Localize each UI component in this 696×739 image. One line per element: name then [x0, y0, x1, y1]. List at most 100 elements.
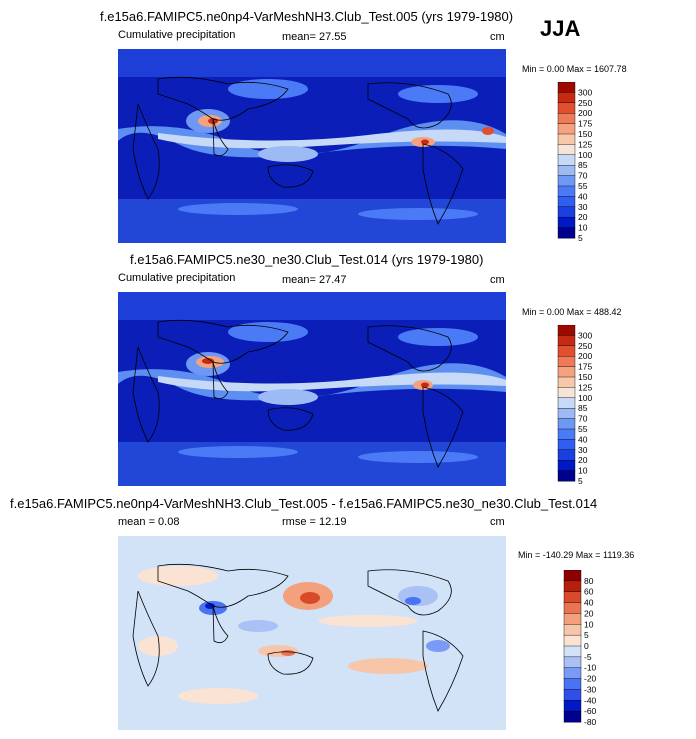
colorbar-tick-label: 175 [578, 119, 592, 129]
colorbar-tick-label: 55 [578, 181, 588, 191]
colorbar-swatch [557, 227, 576, 239]
coastlines [132, 319, 464, 468]
coastlines [132, 563, 464, 712]
colorbar-tick-label: 200 [578, 108, 592, 118]
colorbar-swatch [563, 689, 582, 701]
colorbar-swatch [557, 206, 576, 218]
colorbar-tick-label: 250 [578, 98, 592, 108]
colorbar-swatch [557, 185, 576, 197]
colorbar-swatch [563, 602, 582, 614]
colorbar-tick-label: 10 [584, 619, 594, 629]
colorbar-swatch [563, 710, 582, 723]
colorbar-swatch [557, 216, 576, 229]
colorbar-tick-label: 30 [578, 202, 588, 212]
panel-1-mean-label: mean= 27.55 [282, 31, 347, 43]
colorbar-tick-label: 30 [578, 445, 588, 455]
colorbar-swatch [557, 92, 576, 104]
colorbar-swatch [557, 459, 576, 472]
colorbar-swatch [557, 164, 576, 177]
colorbar-swatch [563, 613, 582, 625]
colorbar-tick-label: 100 [578, 150, 592, 160]
panel-3-minmax: Min = -140.29 Max = 1119.36 [518, 550, 635, 560]
panel-3-mean-label: mean = 0.08 [118, 516, 180, 528]
colorbar-tick-label: 40 [578, 434, 588, 444]
colorbar-tick-label: 150 [578, 129, 592, 139]
colorbar-swatch [557, 123, 576, 135]
colorbar-swatch [557, 428, 576, 440]
colorbar-tick-label: 55 [578, 424, 588, 434]
colorbar-swatches [563, 570, 582, 723]
colorbar-swatch [557, 407, 576, 420]
colorbar-swatch [563, 591, 582, 604]
colorbar-tick-label: 70 [578, 171, 588, 181]
colorbar-tick-label: 5 [578, 233, 583, 243]
colorbar-swatch [557, 439, 576, 451]
colorbar-swatch [563, 634, 582, 647]
colorbar-tick-label: -40 [584, 695, 597, 705]
colorbar-swatch [557, 325, 576, 336]
colorbar-tick-label: 80 [584, 576, 594, 586]
colorbar-swatches [557, 82, 576, 239]
colorbar-tick-label: 150 [578, 372, 592, 382]
colorbar-tick-label: 5 [584, 630, 589, 640]
panel-1-units-label: cm [490, 31, 505, 43]
colorbar-tick-label: 10 [578, 466, 588, 476]
colorbar-swatch [557, 196, 576, 208]
colorbar-tick-label: 125 [578, 382, 592, 392]
colorbar-tick-label: 300 [578, 87, 592, 97]
panel-1-minmax: Min = 0.00 Max = 1607.78 [522, 64, 627, 74]
colorbar-swatch [557, 154, 576, 166]
colorbar-tick-label: -5 [584, 652, 592, 662]
colorbar-swatch [563, 570, 582, 582]
colorbar-swatch [557, 175, 576, 187]
coastlines [132, 76, 464, 225]
colorbar-swatch [563, 580, 582, 593]
map-background [118, 536, 506, 730]
panel-2-variable-label: Cumulative precipitation [118, 272, 236, 284]
panel-2-minmax: Min = 0.00 Max = 488.42 [522, 307, 622, 317]
colorbar-swatch [557, 449, 576, 461]
panel-2-units-label: cm [490, 274, 505, 286]
panel-1-map [118, 49, 506, 243]
colorbar-swatch [557, 144, 576, 156]
colorbar-swatch [563, 678, 582, 690]
colorbar-swatch [557, 470, 576, 482]
colorbar-swatch [557, 102, 576, 114]
colorbar-swatch [563, 667, 582, 680]
colorbar-swatch [557, 335, 576, 347]
colorbar-tick-label: 100 [578, 393, 592, 403]
colorbar-tick-label: 60 [584, 587, 594, 597]
colorbar-tick-label: 85 [578, 403, 588, 413]
panel-2-map [118, 292, 506, 486]
colorbar-swatches [557, 325, 576, 482]
colorbar-tick-label: 20 [578, 212, 588, 222]
colorbar-tick-label: -30 [584, 684, 597, 694]
season-label: JJA [540, 16, 581, 41]
colorbar-tick-label: 200 [578, 351, 592, 361]
panel-3-units-label: cm [490, 516, 505, 528]
colorbar-swatch [557, 82, 576, 93]
colorbar-tick-label: -60 [584, 706, 597, 716]
colorbar-tick-label: -10 [584, 663, 597, 673]
panel-3-rmse-label: rmse = 12.19 [282, 516, 347, 528]
colorbar-tick-label: 20 [578, 455, 588, 465]
colorbar-swatch [557, 113, 576, 125]
colorbar-tick-label: 300 [578, 330, 592, 340]
precip-field [118, 49, 506, 243]
panel-1-variable-label: Cumulative precipitation [118, 29, 236, 41]
colorbar-swatch [557, 418, 576, 430]
colorbar-tick-label: 40 [578, 191, 588, 201]
panel-1-title: f.e15a6.FAMIPC5.ne0np4-VarMeshNH3.Club_T… [100, 9, 514, 24]
colorbar-swatch [557, 345, 576, 357]
colorbar-tick-label: 20 [584, 608, 594, 618]
panel-2-mean-label: mean= 27.47 [282, 274, 347, 286]
colorbar-swatch [563, 700, 582, 712]
colorbar-tick-label: 10 [578, 223, 588, 233]
colorbar-swatch [557, 387, 576, 399]
colorbar-tick-label: 125 [578, 139, 592, 149]
colorbar-tick-label: -20 [584, 674, 597, 684]
colorbar-tick-label: 85 [578, 160, 588, 170]
